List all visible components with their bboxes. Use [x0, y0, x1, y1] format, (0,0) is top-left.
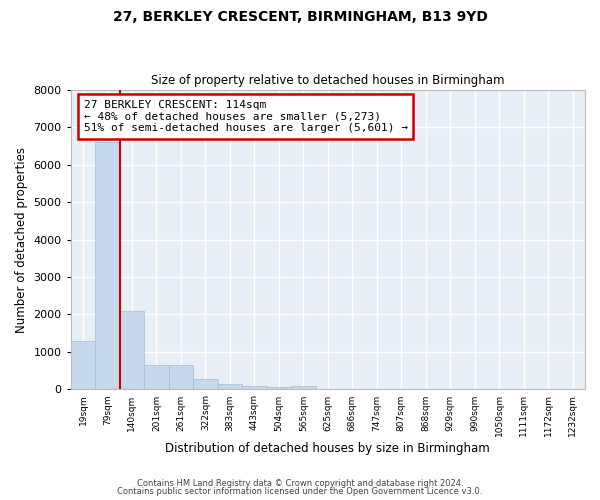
- Text: Contains public sector information licensed under the Open Government Licence v3: Contains public sector information licen…: [118, 487, 482, 496]
- Text: 27, BERKLEY CRESCENT, BIRMINGHAM, B13 9YD: 27, BERKLEY CRESCENT, BIRMINGHAM, B13 9Y…: [113, 10, 487, 24]
- Title: Size of property relative to detached houses in Birmingham: Size of property relative to detached ho…: [151, 74, 505, 87]
- Y-axis label: Number of detached properties: Number of detached properties: [15, 146, 28, 332]
- Bar: [291, 386, 316, 390]
- Bar: [144, 366, 169, 390]
- Bar: [169, 366, 193, 390]
- Text: 27 BERKLEY CRESCENT: 114sqm
← 48% of detached houses are smaller (5,273)
51% of : 27 BERKLEY CRESCENT: 114sqm ← 48% of det…: [83, 100, 407, 134]
- Bar: [119, 312, 144, 390]
- Bar: [95, 142, 119, 390]
- Bar: [266, 387, 291, 390]
- X-axis label: Distribution of detached houses by size in Birmingham: Distribution of detached houses by size …: [166, 442, 490, 455]
- Bar: [218, 384, 242, 390]
- Bar: [242, 386, 266, 390]
- Bar: [71, 340, 95, 390]
- Text: Contains HM Land Registry data © Crown copyright and database right 2024.: Contains HM Land Registry data © Crown c…: [137, 478, 463, 488]
- Bar: [193, 378, 218, 390]
